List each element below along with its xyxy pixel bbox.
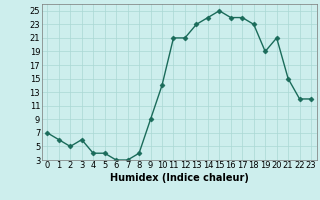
X-axis label: Humidex (Indice chaleur): Humidex (Indice chaleur) <box>110 173 249 183</box>
